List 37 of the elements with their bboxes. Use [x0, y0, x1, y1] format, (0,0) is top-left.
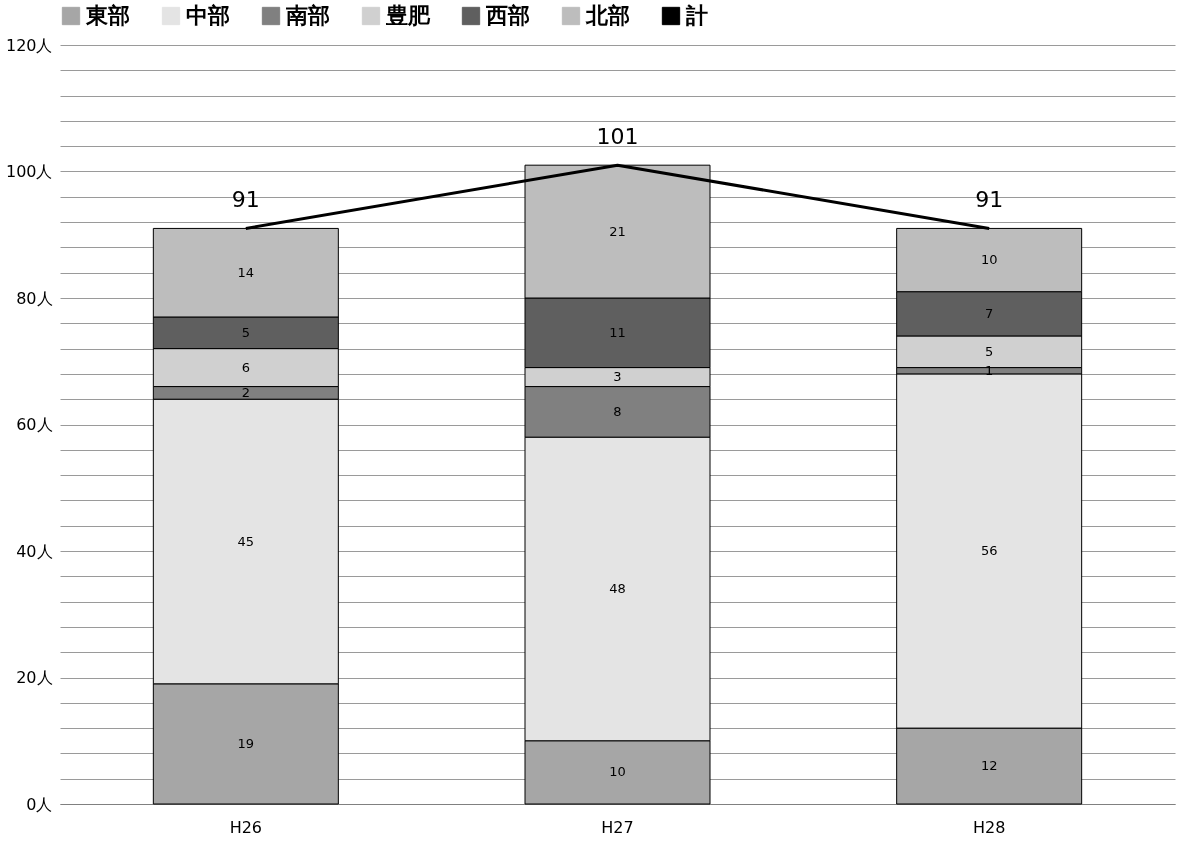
x-tick-label: H27 — [601, 817, 634, 837]
y-tick-label: 120人 — [5, 35, 53, 55]
data-label: 48 — [609, 580, 626, 596]
data-label: 11 — [609, 324, 626, 340]
legend-label: 東部 — [85, 3, 130, 28]
y-tick-label: 20人 — [16, 668, 53, 687]
x-tick-label: H28 — [972, 817, 1006, 837]
legend-label: 南部 — [285, 3, 330, 28]
legend-label: 西部 — [485, 3, 530, 28]
x-tick-label: H26 — [229, 817, 263, 837]
data-label: 12 — [980, 758, 998, 774]
legend-label: 計 — [685, 3, 708, 28]
data-label: 21 — [609, 223, 626, 239]
legend-label: 中部 — [186, 3, 230, 28]
data-label: 3 — [613, 369, 622, 385]
data-label: 10 — [609, 764, 626, 780]
data-label: 5 — [985, 343, 994, 359]
data-label: 10 — [980, 252, 998, 268]
y-tick-label: 80人 — [16, 288, 53, 308]
data-label: 8 — [613, 403, 622, 419]
data-label: 14 — [237, 264, 255, 280]
legend-label: 北部 — [585, 3, 630, 28]
y-tick-label: 40人 — [16, 541, 53, 561]
data-label: 19 — [237, 735, 255, 751]
data-label: 5 — [241, 324, 250, 340]
y-tick-label: 60人 — [16, 415, 53, 434]
data-label: 101 — [596, 124, 639, 150]
data-label: 91 — [231, 187, 260, 213]
data-label: 6 — [241, 359, 250, 375]
y-tick-label: 100人 — [5, 162, 53, 181]
data-label: 7 — [985, 305, 994, 321]
data-label: 45 — [237, 533, 255, 549]
data-label: 56 — [980, 543, 998, 558]
data-label: 2 — [241, 384, 250, 400]
y-tick-label: 0人 — [26, 794, 53, 814]
legend-label: 豊肥 — [385, 3, 431, 28]
data-label: 91 — [975, 187, 1004, 213]
